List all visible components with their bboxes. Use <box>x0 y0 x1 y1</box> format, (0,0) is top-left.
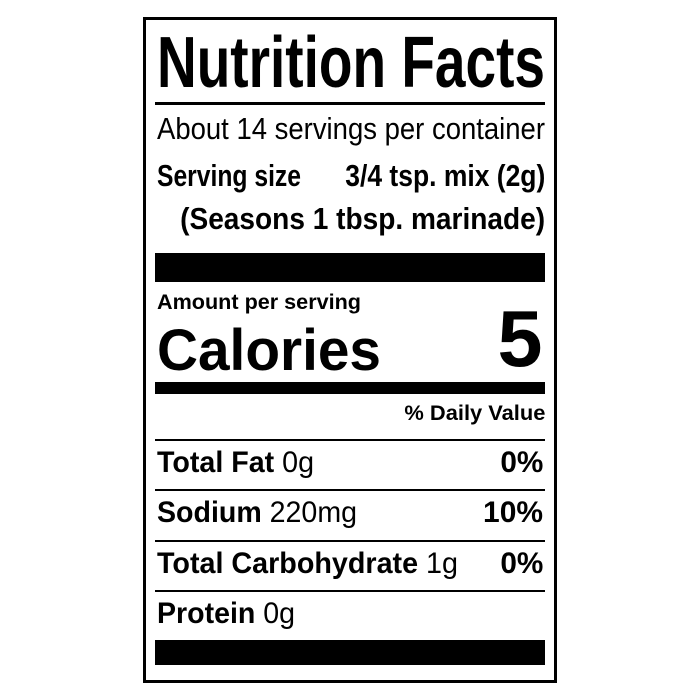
serving-size-note: (Seasons 1 tbsp. marinade) <box>180 201 545 236</box>
divider <box>155 489 545 491</box>
daily-value-header: % Daily Value <box>404 402 545 425</box>
servings-per-container: About 14 servings per container <box>157 111 545 146</box>
nutrient-total-fat: Total Fat 0g <box>157 446 314 479</box>
serving-size-value: 3/4 tsp. mix (2g) <box>345 158 545 193</box>
divider <box>155 102 545 105</box>
thick-bar <box>155 253 545 282</box>
dv-total-carbohydrate: 0% <box>500 547 543 580</box>
divider <box>155 439 545 441</box>
amount-per-serving: Amount per serving <box>157 291 361 314</box>
nutrient-total-carbohydrate: Total Carbohydrate 1g <box>157 547 458 580</box>
calories-label: Calories <box>157 318 381 383</box>
nutrient-sodium: Sodium 220mg <box>157 496 357 529</box>
medium-bar <box>155 382 545 394</box>
divider <box>155 590 545 592</box>
divider <box>155 540 545 542</box>
dv-total-fat: 0% <box>500 446 543 479</box>
dv-sodium: 10% <box>483 496 543 529</box>
thick-bar <box>155 640 545 665</box>
serving-size-label: Serving size <box>157 158 301 193</box>
label-title: Nutrition Facts <box>157 23 545 103</box>
calories-value: 5 <box>497 294 542 383</box>
nutrition-label-border <box>143 17 557 683</box>
nutrient-protein: Protein 0g <box>157 597 295 630</box>
